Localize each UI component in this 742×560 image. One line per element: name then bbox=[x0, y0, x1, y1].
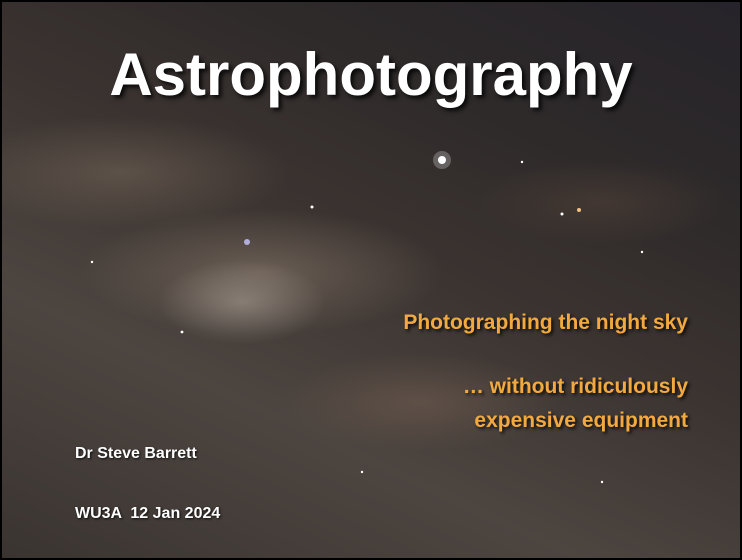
star bbox=[181, 331, 184, 334]
tagline: expensive equipment bbox=[474, 409, 688, 433]
author: Dr Steve Barrett bbox=[75, 445, 197, 463]
star bbox=[91, 261, 93, 263]
star bbox=[641, 251, 643, 253]
page: {"slide": { "title": "Astrophotography",… bbox=[0, 2, 742, 560]
star bbox=[311, 206, 314, 209]
subtitle: Photographing the night sky bbox=[403, 311, 688, 335]
star bbox=[577, 208, 581, 212]
star bbox=[601, 481, 603, 483]
star bbox=[361, 471, 363, 473]
event: WU3A 12 Jan 2024 bbox=[75, 505, 220, 523]
star bbox=[244, 239, 250, 245]
star bbox=[521, 161, 523, 163]
star-glow bbox=[433, 151, 451, 169]
slide-title: Astrophotography bbox=[2, 40, 740, 109]
star bbox=[561, 213, 564, 216]
slide: Astrophotography Photographing the night… bbox=[2, 2, 740, 558]
tagline: … without ridiculously bbox=[463, 375, 688, 399]
